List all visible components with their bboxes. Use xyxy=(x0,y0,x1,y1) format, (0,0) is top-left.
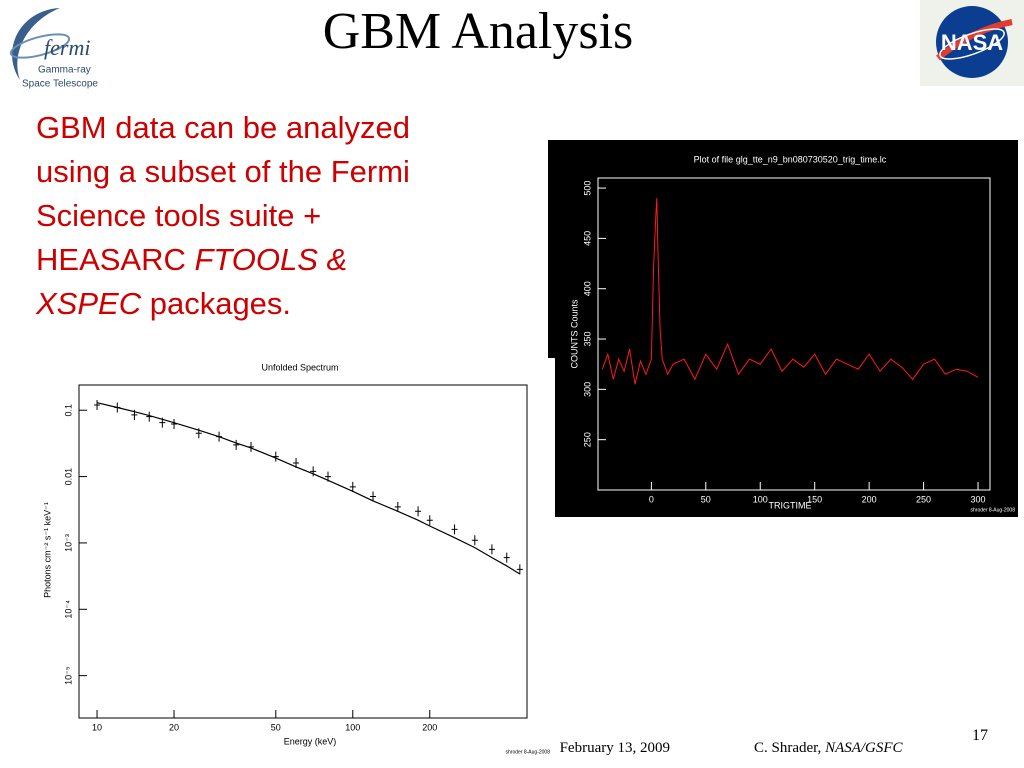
x-tick-label: 200 xyxy=(862,494,877,504)
footer-author: C. Shrader, xyxy=(754,740,826,756)
logo-swirl xyxy=(12,8,60,80)
y-tick-label: 450 xyxy=(582,231,592,246)
data-point xyxy=(415,506,422,517)
data-point xyxy=(426,515,433,526)
y-tick-label: 10⁻⁴ xyxy=(63,600,73,619)
x-tick-label: 300 xyxy=(971,494,986,504)
footer-date: February 13, 2009 xyxy=(559,740,670,756)
x-tick-label: 100 xyxy=(345,722,360,732)
x-tick-label: 20 xyxy=(169,722,179,732)
nasa-logo: NASA xyxy=(920,0,1024,86)
data-point xyxy=(394,501,401,512)
footer-org: NASA/GSFC xyxy=(825,740,903,756)
y-tick-label: 250 xyxy=(582,432,592,447)
data-point xyxy=(471,535,478,546)
orbit xyxy=(939,28,1005,60)
plot-panel xyxy=(548,140,1018,517)
plot-credit: shroder 8-Aug-2008 xyxy=(971,507,1016,513)
footer-credit: C. Shrader, NASA/GSFC xyxy=(754,740,903,757)
page-number: 17 xyxy=(972,727,988,744)
y-tick-label: 10⁻⁵ xyxy=(63,666,73,685)
data-point xyxy=(370,491,377,502)
x-axis-label: Energy (keV) xyxy=(284,736,337,746)
x-tick-label: 100 xyxy=(753,494,768,504)
plot-title: Plot of file glg_tte_n9_bn080730520_trig… xyxy=(694,154,887,164)
data-point xyxy=(516,564,523,575)
data-point xyxy=(488,544,495,555)
data-point xyxy=(171,419,178,430)
x-tick-label: 10 xyxy=(92,722,102,732)
text-segment: GBM data can be analyzed xyxy=(36,110,410,145)
logo-name: fermi xyxy=(44,35,90,60)
y-tick-label: 500 xyxy=(582,181,592,196)
y-tick-label: 400 xyxy=(582,281,592,296)
x-tick-label: 0 xyxy=(649,494,654,504)
data-point xyxy=(272,451,279,462)
plot-panel xyxy=(45,358,555,762)
text-segment: XSPEC xyxy=(36,286,142,321)
text-segment: FTOOLS & xyxy=(194,242,348,277)
x-tick-label: 50 xyxy=(701,494,711,504)
y-tick-label: 0.01 xyxy=(63,468,73,486)
text-segment: using a subset of the Fermi xyxy=(36,154,410,189)
text-segment: Science tools suite + xyxy=(36,198,322,233)
slide-title: GBM Analysis xyxy=(322,3,634,60)
logo-line: Space Telescope xyxy=(22,79,98,90)
x-tick-label: 150 xyxy=(807,494,822,504)
y-axis-label: Photons cm⁻² s⁻¹ keV⁻¹ xyxy=(42,502,52,598)
data-point xyxy=(349,481,356,492)
vector xyxy=(936,19,1013,61)
logo-orbit xyxy=(9,33,71,59)
x-axis-label: TRIGTIME xyxy=(769,500,812,510)
y-tick-label: 0.1 xyxy=(63,404,73,417)
y-tick-label: 10⁻³ xyxy=(63,534,73,552)
text-segment: HEASARC xyxy=(36,242,195,277)
data-point xyxy=(94,399,101,410)
data-point xyxy=(503,552,510,563)
y-axis-label: COUNTS Counts xyxy=(569,299,579,369)
data-point xyxy=(233,439,240,450)
plot-frame xyxy=(597,177,991,491)
y-tick-label: 350 xyxy=(582,332,592,347)
model-line xyxy=(96,402,521,575)
data-point xyxy=(451,524,458,535)
x-tick-label: 200 xyxy=(422,722,437,732)
plot-credit: shroder 8-Aug-2008 xyxy=(506,749,551,755)
x-tick-label: 50 xyxy=(271,722,281,732)
data-point xyxy=(310,466,317,477)
light-curve xyxy=(601,198,979,385)
logo-line: Gamma-ray xyxy=(38,65,91,76)
fermi-logo: fermi Gamma-ray Space Telescope xyxy=(9,8,98,90)
plot-frame xyxy=(78,384,528,719)
agency-name: NASA xyxy=(941,30,1003,55)
plot-title: Unfolded Spectrum xyxy=(261,362,338,372)
x-tick-label: 250 xyxy=(916,494,931,504)
text-segment: packages. xyxy=(141,286,292,321)
y-tick-label: 300 xyxy=(582,382,592,397)
body-text: GBM data can be analyzed using a subset … xyxy=(36,106,536,326)
meatball xyxy=(936,6,1008,78)
